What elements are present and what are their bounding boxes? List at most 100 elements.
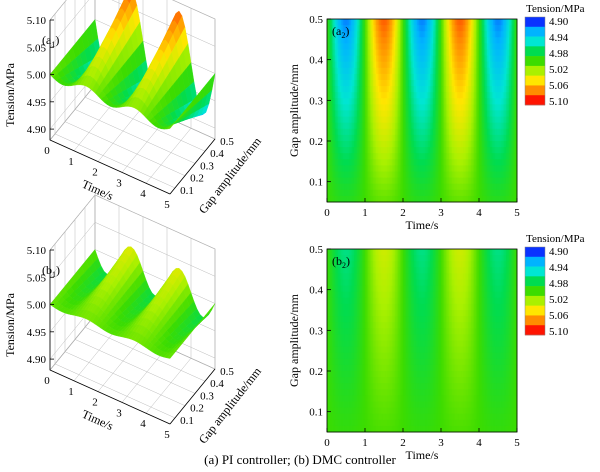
heatmap-cell [483,67,486,75]
heatmap-cell [399,73,402,81]
heatmap-cell [347,86,350,93]
heatmap-cell [418,104,421,111]
heatmap-cell [433,104,436,111]
heatmap-cell [420,49,423,56]
heatmap-cell [349,61,352,69]
heatmap-cell [499,19,502,26]
heatmap-cell [410,92,413,99]
heatmap-cell [471,55,474,63]
heatmap-cell [494,55,497,63]
heatmap-cell [360,67,363,75]
heatmap-cell [442,67,445,75]
heatmap-cell [341,98,344,105]
legend-title: Tension/MPa [526,3,585,15]
heatmap-cell [346,61,348,69]
heatmap-cell [504,61,507,69]
heatmap-cell [502,92,505,99]
heatmap-cell [376,86,379,93]
heatmap-cell [407,92,410,99]
heatmap-cell [377,19,380,26]
heatmap-cell [444,37,447,44]
heatmap-cell [422,31,424,38]
heatmap-cell [374,61,377,69]
heatmap-cell [420,92,423,99]
heatmap-cell [437,61,440,69]
heatmap-cell [399,31,402,38]
heatmap-cell [384,25,386,32]
heatmap-cell [374,55,377,63]
heatmap-cell [388,25,391,32]
heatmap-cell [406,86,409,93]
heatmap-cell [486,98,489,105]
heatmap-cell [393,37,396,44]
heatmap-cell [347,61,350,69]
heatmap-cell [371,86,374,93]
heatmap-cell [336,86,339,93]
heatmap-cell [477,104,480,111]
heatmap-cell [355,80,358,87]
heatmap-cell [510,49,513,56]
heatmap-cell [501,98,504,105]
heatmap-cell [363,61,366,69]
heatmap-cell [477,49,480,56]
heatmap-cell [464,67,467,75]
heatmap-cell [333,25,336,32]
heatmap-cell [363,31,366,38]
heatmap-cell [358,98,361,105]
heatmap-cell [490,98,493,105]
heatmap-cell [387,31,390,38]
heatmap-cell [507,73,510,81]
heatmap-cell [436,37,439,44]
heatmap-cell [448,55,451,63]
heatmap-cell [371,80,374,87]
heatmap-cell [493,104,496,111]
heatmap-cell [439,73,442,81]
heatmap-cell [379,31,382,38]
heatmap-cell [368,67,371,75]
heatmap-cell [368,25,371,32]
heatmap-cell [391,98,394,105]
heatmap-cell [396,73,399,81]
heatmap-cell [510,43,513,50]
heatmap-cell [442,86,445,93]
heatmap-cell [398,25,401,32]
heatmap-cell [455,73,458,81]
heatmap-cell [384,73,386,81]
heatmap-cell [496,80,499,87]
heatmap-cell [374,31,377,38]
heatmap-cell [396,80,399,87]
heatmap-cell [488,92,491,99]
heatmap-cell [441,43,443,50]
heatmap-cell [409,98,412,105]
heatmap-cell [453,67,456,75]
heatmap-cell [442,25,445,32]
heatmap-cell [456,43,459,50]
heatmap-cell [507,61,510,69]
heatmap-cell [377,61,380,69]
heatmap-cell [391,67,394,75]
heatmap-cell [357,55,360,63]
heatmap-cell [482,55,485,63]
heatmap-cell [467,92,470,99]
heatmap-cell [328,37,331,44]
heatmap-cell [423,49,426,56]
heatmap-cell [452,25,455,32]
heatmap-cell [467,61,470,69]
heatmap-cell [347,19,350,26]
heatmap-cell [344,80,347,87]
heatmap-cell [509,73,512,81]
heatmap-cell [426,43,429,50]
y-gridline [84,0,206,152]
heatmap-cell [493,80,496,87]
heatmap-cell [509,55,512,63]
heatmap-cell [436,92,439,99]
heatmap-cell [415,55,418,63]
heatmap-cell [420,19,423,26]
heatmap-cell [504,49,507,56]
heatmap-cell [418,43,421,50]
heatmap-cell [336,92,339,99]
heatmap-cell [352,86,355,93]
heatmap-cell [391,61,394,69]
heatmap-cell [458,49,461,56]
